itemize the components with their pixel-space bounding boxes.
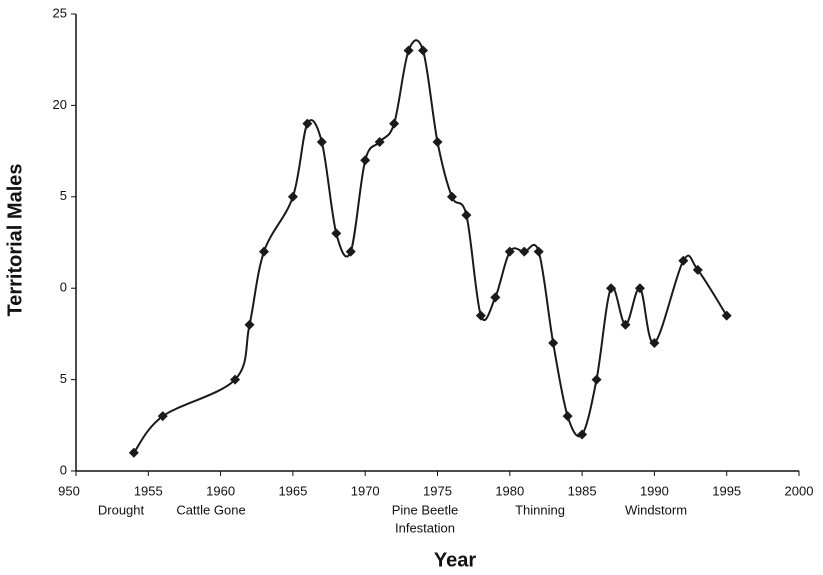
marker bbox=[316, 136, 327, 147]
marker bbox=[548, 338, 559, 349]
x-tick-label: 1975 bbox=[423, 483, 452, 498]
y-tick-label: 0 bbox=[60, 462, 67, 477]
marker bbox=[533, 246, 544, 257]
x-tick-label: 1990 bbox=[640, 483, 669, 498]
x-tick-label: 950 bbox=[58, 483, 80, 498]
marker bbox=[634, 283, 645, 294]
y-tick-label: 25 bbox=[53, 5, 67, 20]
marker bbox=[577, 429, 588, 440]
marker bbox=[562, 411, 573, 422]
marker bbox=[374, 136, 385, 147]
y-tick-label: 20 bbox=[53, 97, 67, 112]
marker bbox=[475, 310, 486, 321]
y-tick-label: 5 bbox=[60, 188, 67, 203]
annotation: Windstorm bbox=[625, 502, 687, 517]
marker bbox=[461, 210, 472, 221]
marker bbox=[519, 246, 530, 257]
x-axis-title: Year bbox=[434, 549, 476, 570]
marker bbox=[620, 319, 631, 330]
marker bbox=[591, 374, 602, 385]
y-axis-title: Territorial Males bbox=[4, 163, 26, 316]
marker bbox=[692, 264, 703, 275]
y-tick-label: 0 bbox=[60, 280, 67, 295]
marker bbox=[258, 246, 269, 257]
x-tick-label: 1965 bbox=[278, 483, 307, 498]
marker bbox=[244, 319, 255, 330]
line bbox=[133, 39, 728, 454]
marker bbox=[331, 228, 342, 239]
marker bbox=[287, 191, 298, 202]
annotation: Pine Beetle bbox=[392, 502, 459, 517]
marker bbox=[418, 45, 429, 56]
x-tick-label: 2000 bbox=[785, 483, 814, 498]
marker bbox=[446, 191, 457, 202]
marker bbox=[157, 411, 168, 422]
x-tick-label: 1970 bbox=[351, 483, 380, 498]
marker bbox=[678, 255, 689, 266]
x-tick-label: 1980 bbox=[495, 483, 524, 498]
annotation: Infestation bbox=[395, 520, 455, 535]
marker bbox=[504, 246, 515, 257]
marker bbox=[360, 155, 371, 166]
x-tick-label: 1960 bbox=[206, 483, 235, 498]
marker bbox=[345, 246, 356, 257]
marker bbox=[302, 118, 313, 129]
x-tick-label: 1995 bbox=[712, 483, 741, 498]
marker bbox=[403, 45, 414, 56]
marker bbox=[649, 338, 660, 349]
marker bbox=[389, 118, 400, 129]
annotation: Cattle Gone bbox=[176, 502, 245, 517]
x-tick-label: 1955 bbox=[134, 483, 163, 498]
marker bbox=[230, 374, 241, 385]
y-tick-label: 5 bbox=[60, 371, 67, 386]
annotation: Thinning bbox=[515, 502, 565, 517]
marker bbox=[128, 447, 139, 458]
annotation: Drought bbox=[98, 502, 145, 517]
marker bbox=[490, 292, 501, 303]
marker bbox=[721, 310, 732, 321]
marker bbox=[432, 136, 443, 147]
marker bbox=[606, 283, 617, 294]
x-tick-label: 1985 bbox=[568, 483, 597, 498]
